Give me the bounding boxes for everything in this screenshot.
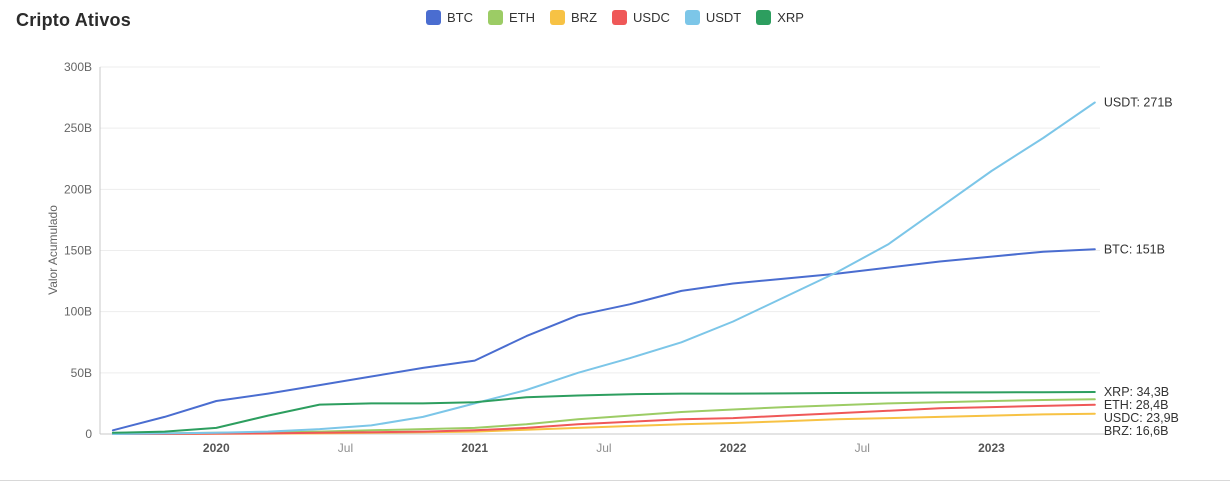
legend-item-xrp[interactable]: XRP	[756, 10, 804, 25]
legend-item-usdc[interactable]: USDC	[612, 10, 670, 25]
legend-swatch-icon	[550, 10, 566, 25]
x-tick-label: Jul	[596, 441, 611, 455]
legend-item-usdt[interactable]: USDT	[684, 10, 742, 25]
legend-item-btc[interactable]: BTC	[426, 10, 473, 25]
y-tick-label: 300B	[64, 60, 92, 74]
legend-swatch-icon	[612, 10, 628, 25]
legend-swatch-icon	[426, 10, 442, 25]
x-tick-label: 2020	[203, 441, 230, 455]
y-tick-label: 150B	[64, 244, 92, 258]
y-tick-label: 100B	[64, 305, 92, 319]
y-tick-label: 50B	[71, 366, 92, 380]
chart-svg: 0 50B 100B 150B 200B 250B 300B 2020 Jul 2021 Jul 20…	[46, 60, 1179, 455]
y-tick-label: 0	[85, 427, 92, 441]
legend-label: USDC	[633, 10, 670, 25]
series-end-label-eth: ETH: 28,4B	[1104, 398, 1169, 412]
series-line-usdt	[111, 101, 1096, 435]
x-tick-label: Jul	[338, 441, 353, 455]
legend-swatch-icon	[684, 10, 700, 25]
series-end-label-xrp: XRP: 34,3B	[1104, 385, 1169, 399]
chart-layer: 0 50B 100B 150B 200B 250B 300B 2020 Jul 2021 Jul 20…	[64, 60, 1179, 455]
y-tick-label: 200B	[64, 182, 92, 196]
legend-swatch-icon	[488, 10, 504, 25]
chart-area: 0 50B 100B 150B 200B 250B 300B 2020 Jul 2021 Jul 20…	[0, 50, 1230, 475]
series-end-label-usdt: USDT: 271B	[1104, 95, 1173, 109]
x-tick-label: 2023	[978, 441, 1005, 455]
legend-label: BRZ	[571, 10, 598, 25]
series-line-usdc	[111, 403, 1096, 435]
legend-label: XRP	[777, 10, 804, 25]
series-end-label-usdc: USDC: 23,9B	[1104, 411, 1179, 425]
series-end-label-btc: BTC: 151B	[1104, 242, 1165, 256]
y-axis-title: Valor Acumulado	[46, 205, 60, 295]
legend-item-brz[interactable]: BRZ	[550, 10, 597, 25]
legend: BTC ETH BRZ USDC USDT XRP	[0, 10, 1230, 25]
y-tick-label: 250B	[64, 121, 92, 135]
chart-header: Cripto Ativos BTC ETH BRZ USDC USDT XRP	[0, 0, 1230, 42]
page-title: Cripto Ativos	[16, 10, 131, 30]
series-end-label-brz: BRZ: 16,6B	[1104, 424, 1169, 438]
legend-label: BTC	[447, 10, 474, 25]
legend-label: USDT	[705, 10, 742, 25]
legend-item-eth[interactable]: ETH	[488, 10, 535, 25]
series-line-btc	[111, 248, 1096, 432]
legend-swatch-icon	[756, 10, 772, 25]
x-tick-label: 2021	[461, 441, 488, 455]
x-tick-label: 2022	[720, 441, 747, 455]
legend-label: ETH	[509, 10, 536, 25]
x-tick-label: Jul	[855, 441, 870, 455]
series-line-xrp	[111, 391, 1096, 434]
